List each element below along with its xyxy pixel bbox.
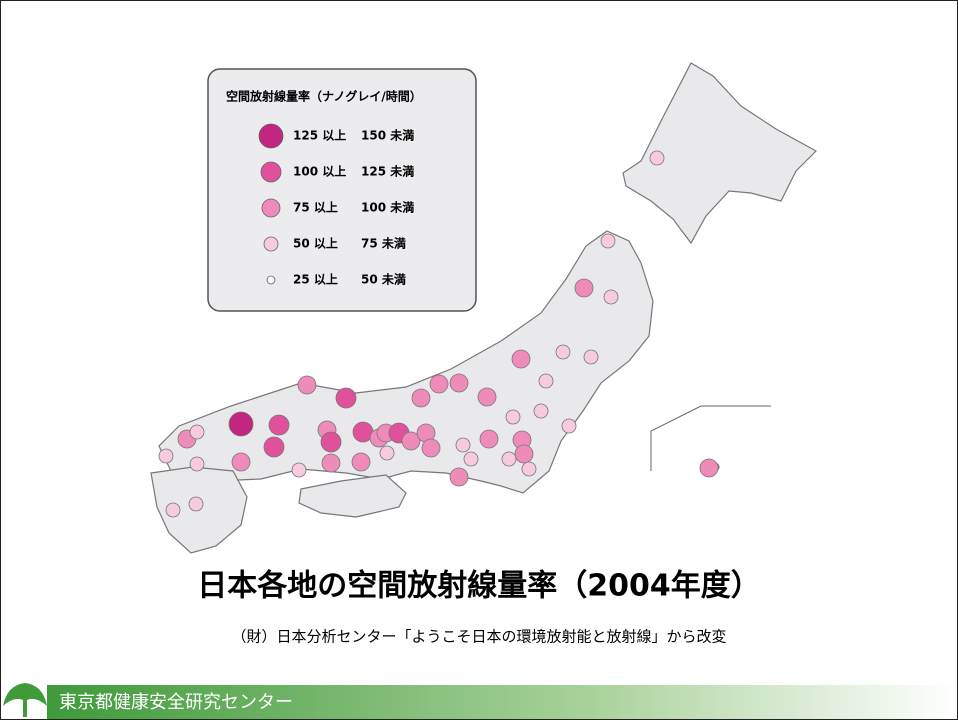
site-marker — [511, 349, 531, 369]
legend-to: 150 未満 — [361, 128, 414, 143]
site-marker — [335, 387, 357, 409]
site-marker — [603, 289, 619, 305]
site-marker — [479, 429, 499, 449]
legend-from: 25 以上 — [293, 272, 338, 287]
site-marker — [268, 414, 290, 436]
legend-to: 100 未満 — [361, 200, 414, 215]
shikoku — [298, 474, 407, 518]
site-marker — [228, 411, 254, 437]
legend-from: 100 以上 — [293, 164, 346, 179]
site-marker — [291, 462, 307, 478]
site-marker — [649, 150, 665, 166]
legend-swatch — [258, 123, 284, 149]
site-marker — [188, 496, 204, 512]
site-marker — [501, 451, 517, 467]
site-marker — [455, 437, 471, 453]
site-marker — [429, 374, 449, 394]
site-marker — [320, 431, 342, 453]
site-marker — [379, 445, 395, 461]
site-marker — [574, 278, 594, 298]
hokkaido — [622, 62, 817, 245]
measurement-sites — [158, 150, 719, 518]
site-marker — [351, 452, 371, 472]
site-marker — [600, 233, 616, 249]
logo-stem — [23, 699, 27, 717]
legend-from: 50 以上 — [293, 236, 338, 251]
site-marker — [189, 424, 205, 440]
site-marker — [583, 349, 599, 365]
legend-box — [207, 68, 477, 312]
source-note: （財）日本分析センター「ようこそ日本の環境放射能と放射線」から改変 — [231, 628, 726, 646]
legend-to: 75 未満 — [361, 236, 406, 251]
site-marker — [263, 436, 285, 458]
site-marker — [561, 418, 577, 434]
slide-title: 日本各地の空間放射線量率（2004年度） — [197, 569, 761, 604]
footer-organization: 東京都健康安全研究センター — [59, 692, 293, 713]
legend-swatch — [266, 275, 276, 285]
legend-swatch — [261, 198, 281, 218]
site-marker — [231, 452, 251, 472]
site-marker — [505, 409, 521, 425]
site-marker — [533, 403, 549, 419]
site-marker — [401, 431, 421, 451]
site-marker — [699, 458, 719, 478]
site-marker — [165, 502, 181, 518]
logo — [3, 683, 47, 706]
legend-to: 50 未満 — [361, 272, 406, 287]
legend-title: 空間放射線量率（ナノグレイ/時間） — [226, 89, 422, 104]
site-marker — [538, 373, 554, 389]
legend-swatch — [260, 161, 282, 183]
site-marker — [158, 448, 174, 464]
site-marker — [297, 375, 317, 395]
site-marker — [449, 467, 469, 487]
site-marker — [514, 444, 534, 464]
site-marker — [463, 451, 479, 467]
site-marker — [521, 461, 537, 477]
site-marker — [189, 456, 205, 472]
site-marker — [321, 453, 341, 473]
site-marker — [555, 344, 571, 360]
legend-from: 75 以上 — [293, 200, 338, 215]
site-marker — [411, 388, 431, 408]
legend-to: 125 未満 — [361, 164, 414, 179]
site-marker — [449, 373, 469, 393]
legend-from: 125 以上 — [293, 128, 346, 143]
footer-band — [47, 685, 957, 719]
site-marker — [421, 438, 441, 458]
site-marker — [477, 387, 497, 407]
inset-frame — [650, 405, 771, 471]
legend-swatch — [263, 236, 279, 252]
legend: 125 以上 150 未満 100 以上 125 未満 75 以上 100 未満 50 以上… — [258, 123, 414, 287]
